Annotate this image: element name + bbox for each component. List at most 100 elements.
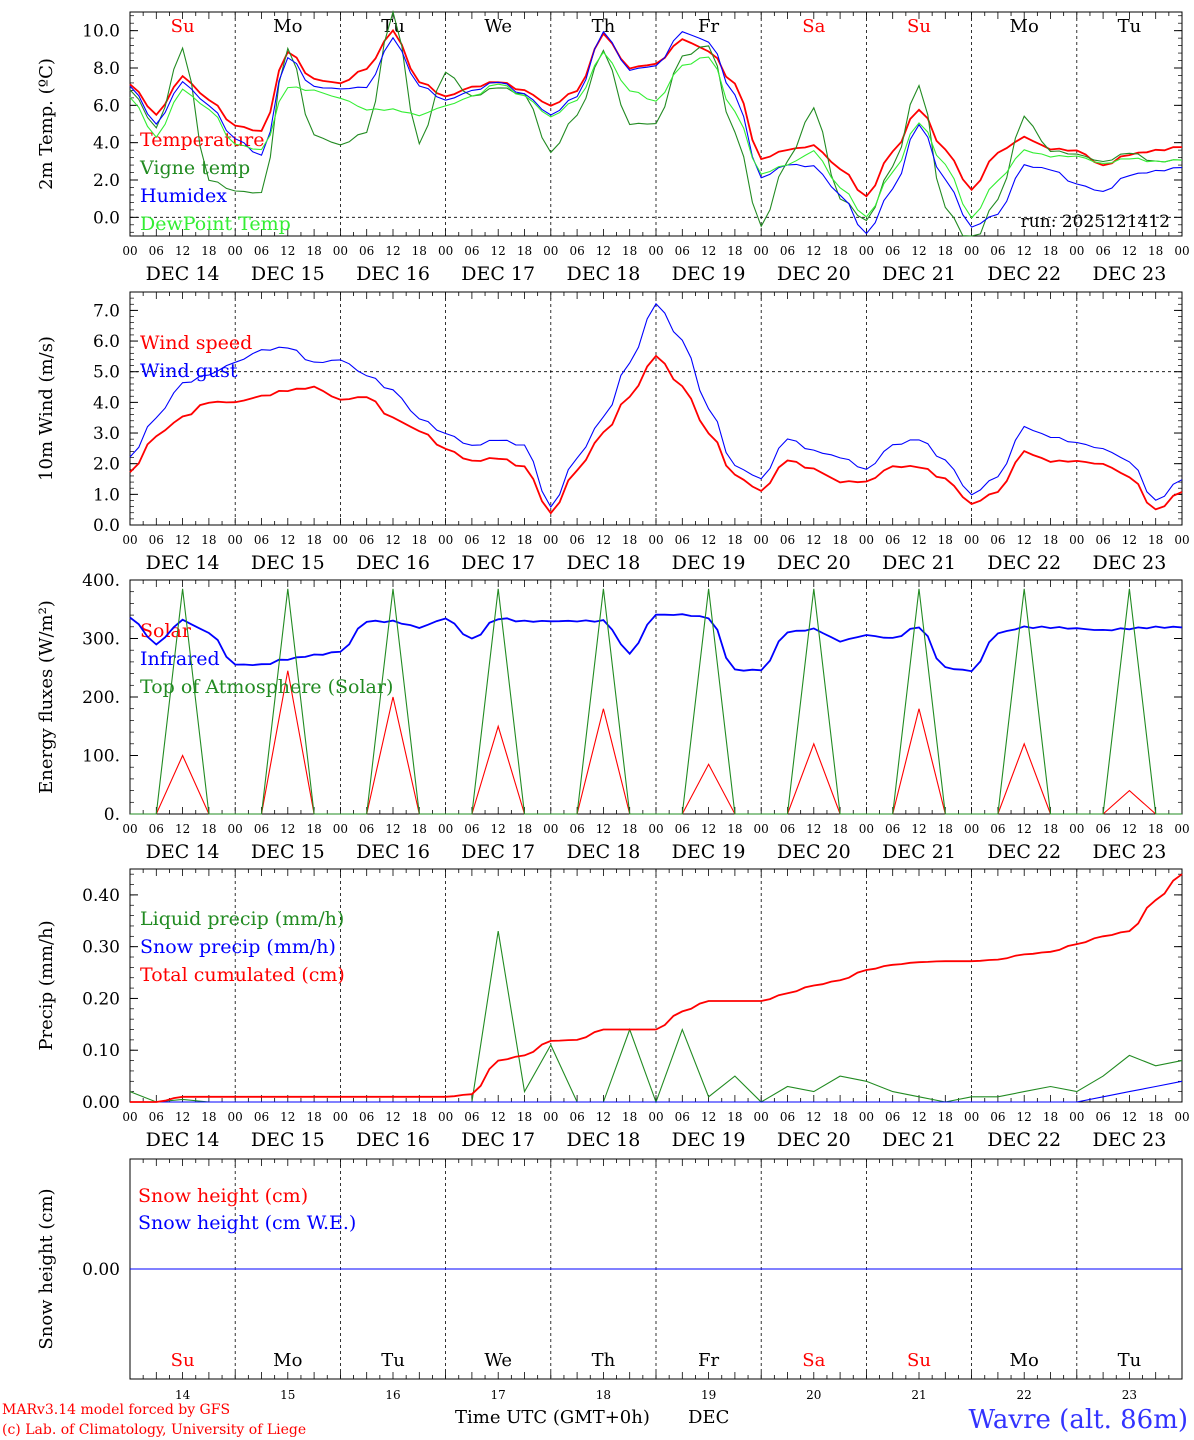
x-hour-label: 18 <box>201 244 216 258</box>
x-date-label: DEC 18 <box>566 552 640 574</box>
series-line-humidex <box>129 30 1183 235</box>
weekday-label: Tu <box>1118 1350 1142 1371</box>
x-hour-label: 06 <box>885 822 900 836</box>
x-hour-label: 00 <box>228 533 243 547</box>
x-hour-label: 00 <box>122 244 137 258</box>
x-hour-label: 00 <box>122 1110 137 1124</box>
x-hour-label: 06 <box>464 244 479 258</box>
x-date-label: DEC 14 <box>146 841 220 863</box>
x-date-label: DEC 17 <box>461 263 535 285</box>
y-tick-label: 400. <box>82 571 120 591</box>
x-hour-label: 06 <box>149 244 164 258</box>
day-number-label: 23 <box>1122 1388 1137 1402</box>
x-hour-label: 12 <box>911 244 926 258</box>
x-hour-label: 12 <box>385 822 400 836</box>
x-date-label: DEC 19 <box>672 841 746 863</box>
x-hour-label: 06 <box>359 822 374 836</box>
x-hour-label: 18 <box>306 1110 321 1124</box>
x-date-label: DEC 23 <box>1092 552 1166 574</box>
weekday-label: We <box>484 16 512 37</box>
weekday-label: Su <box>171 16 195 37</box>
x-date-label: DEC 14 <box>146 263 220 285</box>
x-hour-label: 06 <box>780 1110 795 1124</box>
x-hour-label: 18 <box>306 244 321 258</box>
x-hour-label: 00 <box>333 533 348 547</box>
x-hour-label: 00 <box>1174 244 1189 258</box>
x-hour-label: 00 <box>754 822 769 836</box>
y-tick-label: 0.30 <box>82 938 120 958</box>
x-hour-label: 18 <box>201 822 216 836</box>
day-number-label: 18 <box>596 1388 611 1402</box>
y-tick-label: 0.0 <box>93 208 120 228</box>
x-hour-label: 18 <box>306 822 321 836</box>
weekday-label: Tu <box>1118 16 1142 37</box>
weekday-label: Mo <box>273 16 302 37</box>
x-hour-label: 18 <box>938 533 953 547</box>
x-hour-label: 06 <box>1095 822 1110 836</box>
weekday-label: Mo <box>1010 16 1039 37</box>
x-hour-label: 12 <box>596 244 611 258</box>
day-number-label: 19 <box>701 1388 716 1402</box>
x-hour-label: 06 <box>254 244 269 258</box>
x-hour-label: 06 <box>1095 1110 1110 1124</box>
x-date-label: DEC 16 <box>356 263 430 285</box>
x-hour-label: 12 <box>491 822 506 836</box>
x-hour-label: 18 <box>727 1110 742 1124</box>
chart-panel-5: 0.00 Snow height (cm) Snow height (cm) Snow… <box>36 1158 1183 1402</box>
x-date-label: DEC 21 <box>882 1129 956 1151</box>
x-hour-label: 12 <box>1017 822 1032 836</box>
x-hour-label: 00 <box>1174 822 1189 836</box>
x-hour-label: 12 <box>1017 1110 1032 1124</box>
legend-entry: Vigne temp <box>139 157 250 179</box>
legend-entry: Solar <box>140 620 192 642</box>
x-hour-label: 18 <box>412 244 427 258</box>
y-tick-label: 3.0 <box>93 424 120 444</box>
x-hour-label: 18 <box>1148 822 1163 836</box>
x-hour-label: 18 <box>938 822 953 836</box>
x-hour-label: 00 <box>964 533 979 547</box>
x-hour-label: 12 <box>1122 244 1137 258</box>
legend-entry: Infrared <box>140 648 220 670</box>
y-tick-label: 10.0 <box>82 22 120 42</box>
x-date-label: DEC 14 <box>146 552 220 574</box>
x-hour-label: 06 <box>885 244 900 258</box>
x-hour-label: 00 <box>543 1110 558 1124</box>
x-hour-label: 00 <box>964 1110 979 1124</box>
series-line-vigne-temp <box>129 9 1183 237</box>
x-date-label: DEC 22 <box>987 1129 1061 1151</box>
station-name: Wavre (alt. 86m) <box>968 1405 1188 1435</box>
x-hour-label: 06 <box>780 822 795 836</box>
x-hour-label: 18 <box>1043 822 1058 836</box>
x-hour-label: 06 <box>464 822 479 836</box>
x-hour-label: 00 <box>1069 822 1084 836</box>
x-hour-label: 12 <box>701 244 716 258</box>
x-date-label: DEC 22 <box>987 263 1061 285</box>
x-hour-label: 18 <box>517 244 532 258</box>
legend-entry: Snow height (cm W.E.) <box>138 1212 356 1234</box>
x-hour-label: 00 <box>1069 533 1084 547</box>
x-hour-label: 06 <box>885 533 900 547</box>
day-number-label: 17 <box>491 1388 506 1402</box>
x-date-label: DEC 18 <box>566 263 640 285</box>
x-hour-label: 12 <box>280 244 295 258</box>
weekday-label: Tu <box>381 16 405 37</box>
x-hour-label: 12 <box>385 244 400 258</box>
x-hour-label: 06 <box>149 822 164 836</box>
x-date-label: DEC 19 <box>672 1129 746 1151</box>
day-number-label: 14 <box>175 1388 191 1402</box>
x-hour-label: 12 <box>1122 533 1137 547</box>
x-hour-label: 06 <box>149 1110 164 1124</box>
x-date-label: DEC 23 <box>1092 841 1166 863</box>
x-hour-label: 18 <box>622 533 637 547</box>
x-hour-label: 00 <box>964 244 979 258</box>
x-date-label: DEC 21 <box>882 552 956 574</box>
x-date-label: DEC 22 <box>987 841 1061 863</box>
legend-entry: Snow height (cm) <box>138 1185 308 1207</box>
x-date-label: DEC 15 <box>251 552 325 574</box>
x-hour-label: 18 <box>412 822 427 836</box>
x-hour-label: 06 <box>990 822 1005 836</box>
x-hour-label: 18 <box>1043 533 1058 547</box>
x-hour-label: 00 <box>228 822 243 836</box>
x-hour-label: 06 <box>675 1110 690 1124</box>
